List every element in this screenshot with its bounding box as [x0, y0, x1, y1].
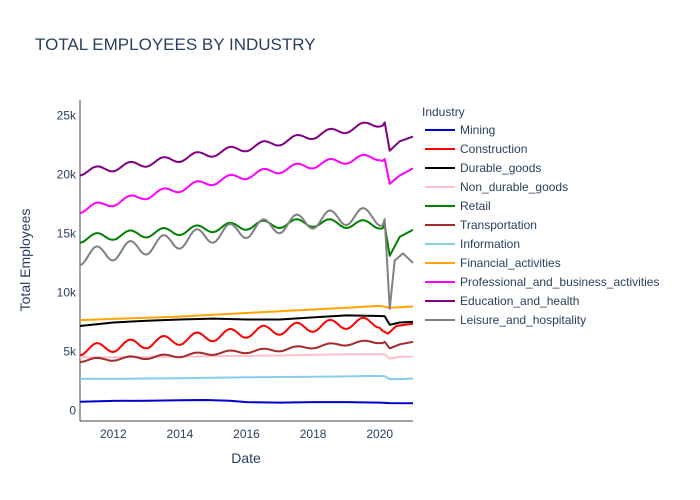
series-line [79, 153, 414, 215]
y-tick-label: 15k [57, 226, 77, 240]
x-axis-title: Date [231, 450, 261, 466]
legend-item-label: Education_and_health [460, 294, 579, 308]
y-tick-label: 5k [63, 344, 77, 358]
legend-item-label: Construction [460, 142, 527, 156]
legend-item-label: Leisure_and_hospitality [460, 313, 586, 327]
legend-item-label: Durable_goods [460, 161, 541, 175]
x-tick-label: 2014 [167, 427, 194, 441]
y-axis-title: Total Employees [17, 209, 33, 312]
chart-title: TOTAL EMPLOYEES BY INDUSTRY [35, 35, 316, 54]
series-line [79, 339, 414, 363]
legend-item-label: Professional_and_business_activities [460, 275, 659, 289]
legend: Industry Mining Construction Durable_goods… [422, 105, 659, 327]
legend-item-label: Information [460, 237, 520, 251]
series-line [79, 121, 414, 177]
series-line [79, 206, 414, 310]
x-tick-label: 2012 [100, 427, 127, 441]
x-tick-label: 2016 [233, 427, 260, 441]
y-tick-label: 10k [57, 285, 77, 299]
y-tick-label: 25k [57, 108, 77, 122]
plot-area: 0 5k 10k 15k 20k 25k 2012 2014 2016 2018 2020 [57, 100, 414, 441]
legend-item-label: Non_durable_goods [460, 180, 568, 194]
series-line [79, 304, 414, 322]
series-line [79, 314, 414, 327]
x-tick-label: 2018 [300, 427, 327, 441]
x-tick-label: 2020 [366, 427, 393, 441]
series-line [79, 374, 414, 381]
series-line [79, 218, 414, 257]
legend-item-label: Transportation [460, 218, 537, 232]
legend-item-label: Mining [460, 123, 495, 137]
series-line [79, 316, 414, 357]
series-line [79, 399, 414, 405]
y-tick-label: 0 [69, 403, 76, 417]
legend-item-label: Financial_activities [460, 256, 561, 270]
legend-item-label: Retail [460, 199, 491, 213]
legend-title: Industry [422, 105, 465, 119]
y-tick-label: 20k [57, 167, 77, 181]
